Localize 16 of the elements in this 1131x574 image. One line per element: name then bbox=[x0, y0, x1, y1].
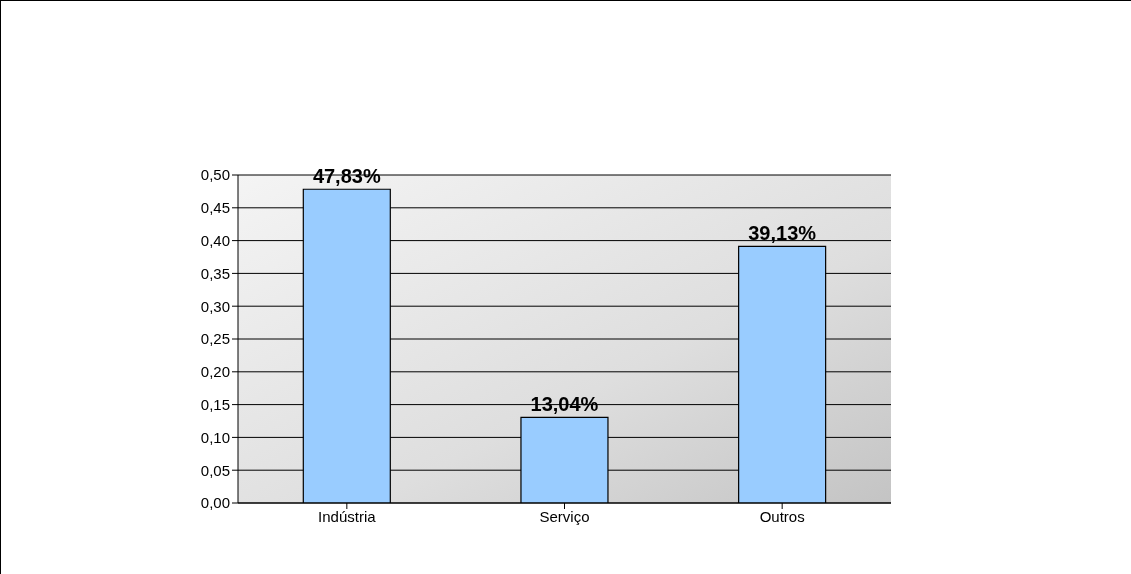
x-tick-label: Indústria bbox=[318, 507, 377, 525]
y-tick-label: 0,30 bbox=[200, 297, 230, 315]
y-tick-label: 0,15 bbox=[200, 395, 230, 413]
x-tick-label: Serviço bbox=[539, 507, 590, 525]
y-tick-label: 0,25 bbox=[200, 330, 230, 348]
y-tick-label: 0,35 bbox=[200, 264, 230, 282]
y-tick-label: 0,00 bbox=[200, 494, 230, 512]
y-tick-label: 0,45 bbox=[200, 199, 230, 217]
x-tick-label: Outros bbox=[759, 507, 805, 525]
y-tick-label: 0,05 bbox=[200, 461, 230, 479]
y-tick-label: 0,10 bbox=[200, 428, 230, 446]
y-tick-label: 0,20 bbox=[200, 363, 230, 381]
y-tick-label: 0,50 bbox=[200, 166, 230, 184]
data-label: 47,83% bbox=[312, 165, 381, 188]
data-label: 39,13% bbox=[748, 222, 817, 245]
y-tick-label: 0,40 bbox=[200, 231, 230, 249]
